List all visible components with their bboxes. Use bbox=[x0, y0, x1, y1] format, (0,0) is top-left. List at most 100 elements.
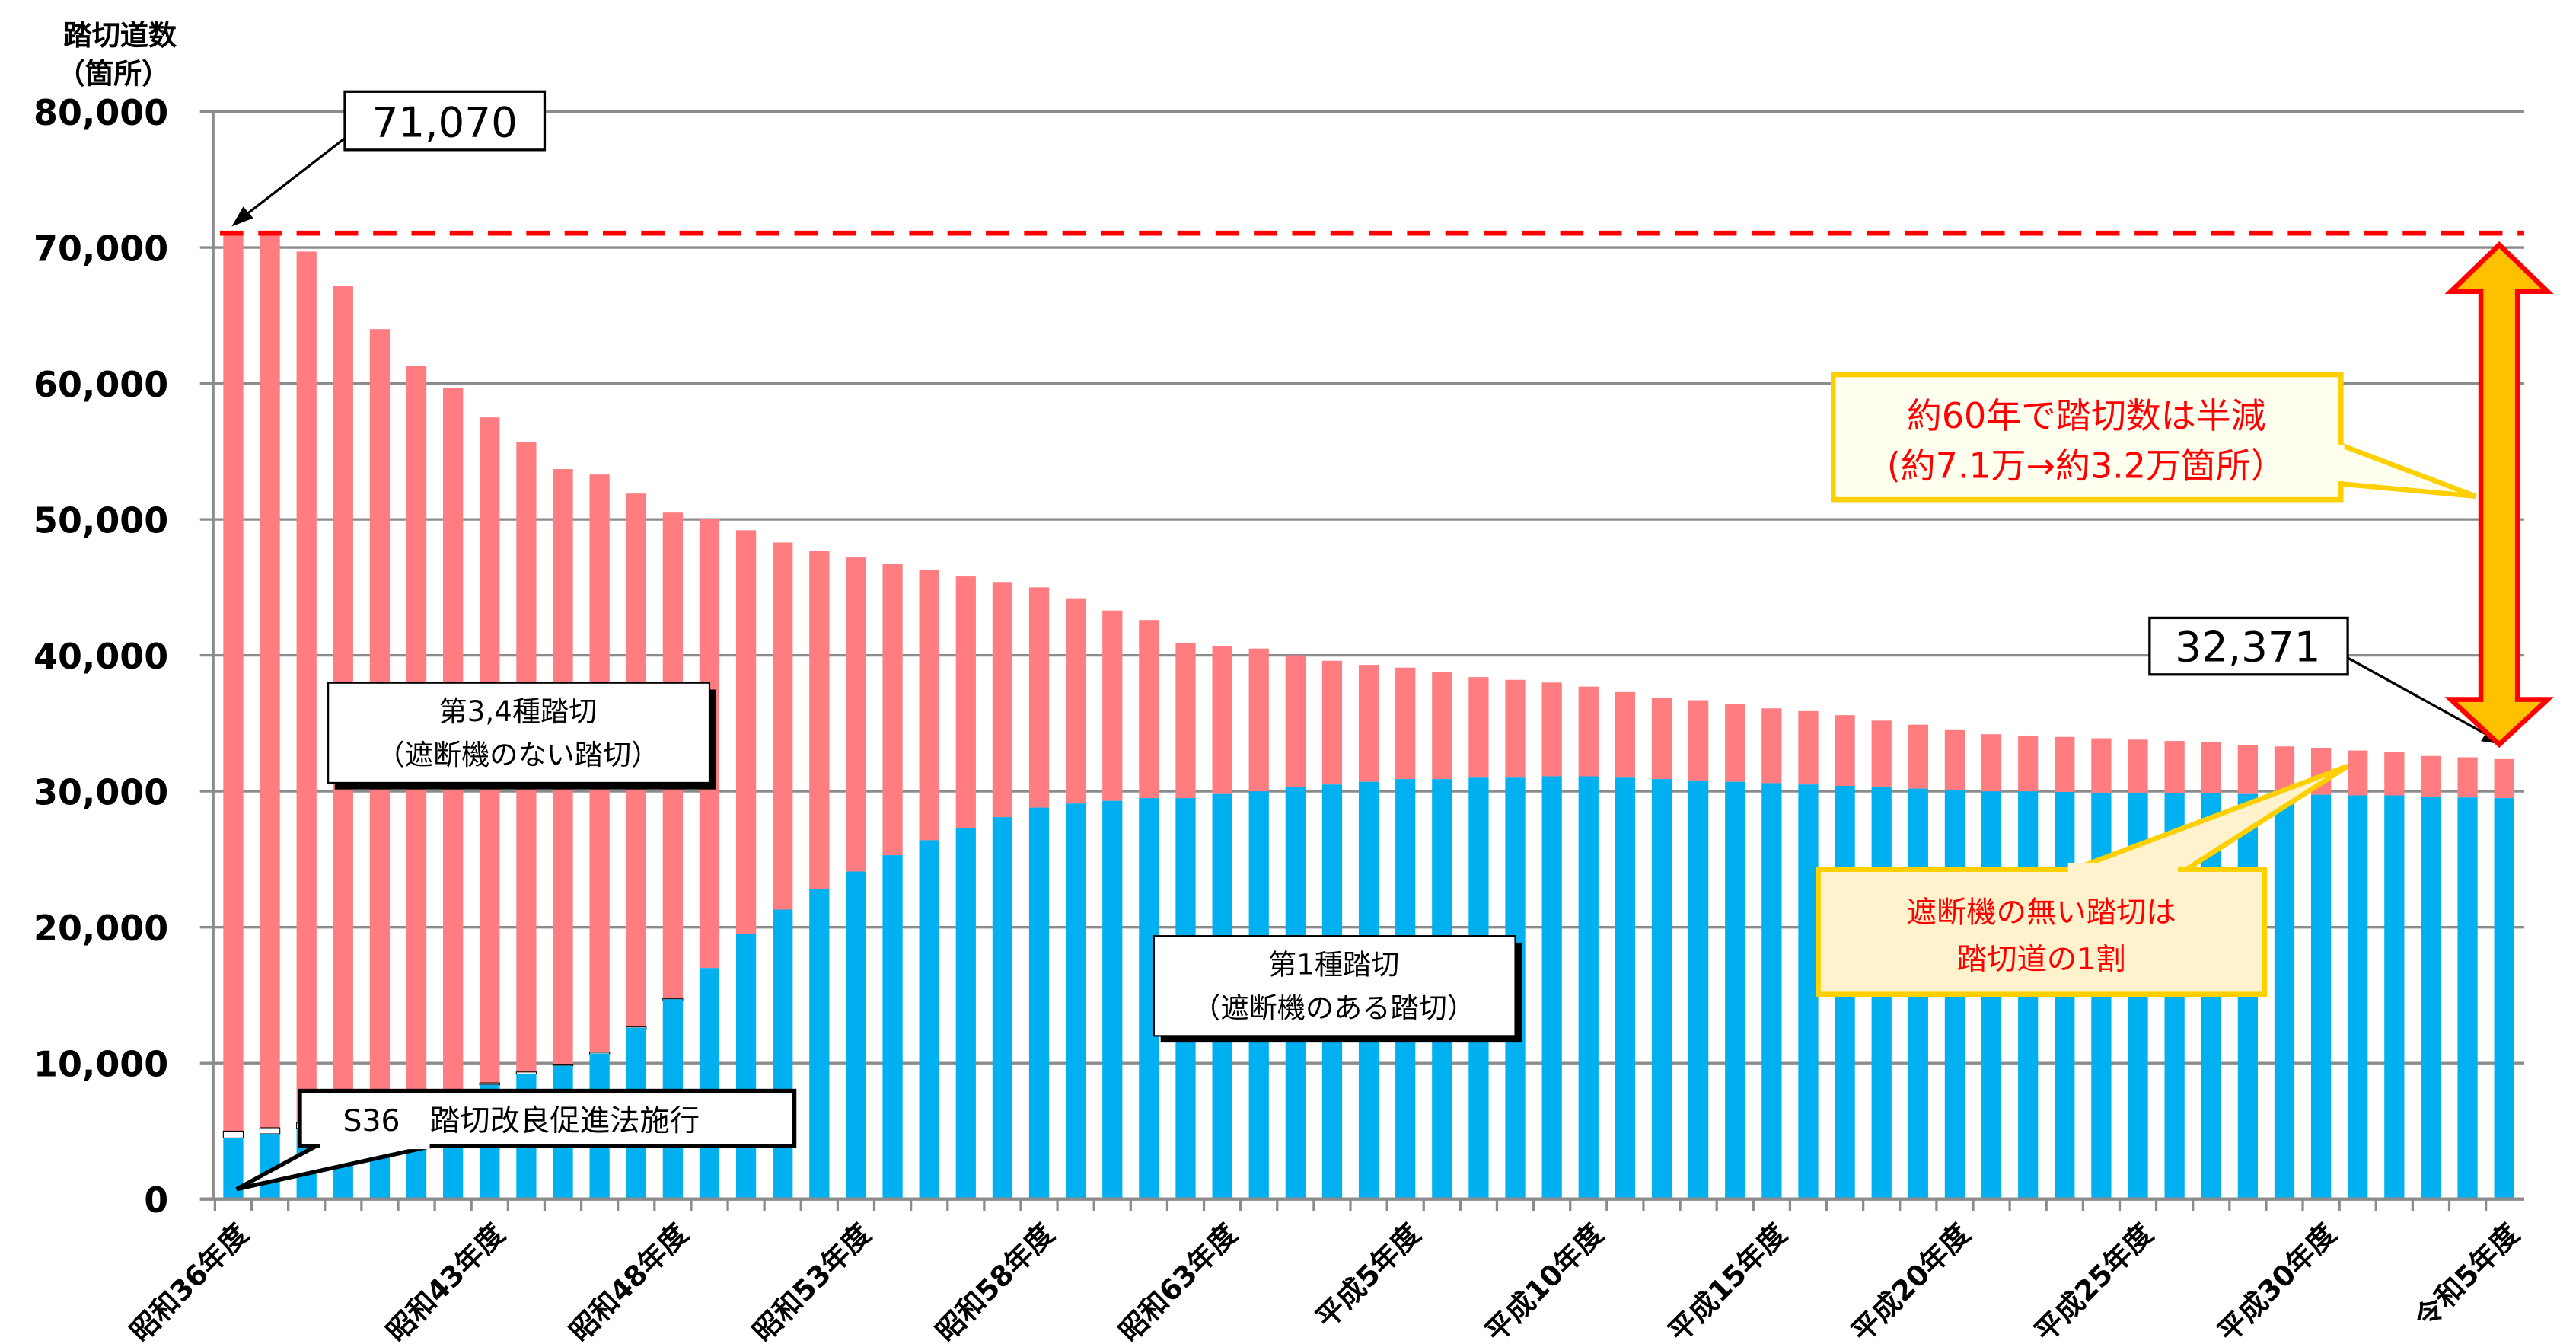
bar-type34 bbox=[2018, 735, 2039, 792]
bar-type34 bbox=[1908, 724, 1928, 789]
bar-type2 bbox=[552, 1064, 574, 1067]
bar-type2 bbox=[479, 1082, 500, 1086]
bar-type34 bbox=[1102, 610, 1123, 801]
y-tick-label: 50,000 bbox=[33, 500, 168, 541]
double-arrow-icon bbox=[2444, 241, 2554, 749]
bar-type34 bbox=[2164, 741, 2185, 793]
y-tick-label: 20,000 bbox=[33, 908, 168, 949]
bar-type1 bbox=[809, 889, 830, 1199]
bar-type1 bbox=[955, 828, 976, 1199]
end-value-label: 32,371 bbox=[2175, 622, 2320, 671]
y-tick-label: 0 bbox=[144, 1180, 168, 1221]
bar-type34 bbox=[1248, 648, 1269, 792]
type1-label-box bbox=[1153, 935, 1516, 1037]
bar-type1 bbox=[882, 855, 903, 1199]
bar-type34 bbox=[955, 576, 976, 828]
start-value-label: 71,070 bbox=[372, 97, 518, 146]
bar-type1 bbox=[2348, 795, 2368, 1199]
bar-type34 bbox=[2201, 742, 2221, 793]
bar-type34 bbox=[2348, 750, 2368, 796]
bar-type1 bbox=[1102, 800, 1123, 1199]
y-tick-label: 30,000 bbox=[33, 772, 168, 813]
bar-type34 bbox=[2457, 757, 2478, 798]
start-value-box bbox=[343, 90, 547, 152]
bar-type34 bbox=[919, 570, 939, 841]
bar-type1 bbox=[846, 871, 866, 1199]
bar-type1 bbox=[1066, 803, 1086, 1199]
type34-line2: （遮断機のない踏切） bbox=[377, 738, 660, 771]
bar-type1 bbox=[1798, 784, 1819, 1199]
bar-type2 bbox=[515, 1071, 537, 1075]
end-value-box bbox=[2148, 616, 2349, 676]
bar-type1 bbox=[1725, 781, 1745, 1199]
bar-type34 bbox=[1505, 679, 1526, 778]
bar-type34 bbox=[2421, 755, 2441, 797]
bar-type34 bbox=[1578, 686, 1599, 777]
bar-type34 bbox=[846, 557, 866, 872]
bar-type1 bbox=[1615, 777, 1636, 1199]
y-axis-unit: （箇所） bbox=[57, 56, 171, 90]
x-tick-label: 平成15年度 bbox=[1662, 1217, 1793, 1344]
bar-type34 bbox=[1285, 655, 1306, 787]
x-tick-label: 昭和63年度 bbox=[1112, 1217, 1244, 1344]
x-tick-label: 昭和43年度 bbox=[380, 1217, 512, 1344]
bar-type1 bbox=[2274, 793, 2295, 1199]
bar-type1 bbox=[1578, 776, 1599, 1199]
bar-type34 bbox=[1541, 682, 1562, 777]
bar-type34 bbox=[1468, 677, 1489, 778]
bar-type34 bbox=[1432, 672, 1452, 780]
bar-type1 bbox=[1688, 780, 1709, 1199]
bar-type34 bbox=[1761, 708, 1782, 784]
bar-type1 bbox=[2457, 797, 2478, 1199]
bar-type34 bbox=[809, 551, 830, 889]
x-tick-label: 令和5年度 bbox=[2408, 1217, 2526, 1335]
type34-line1: 第3,4種踏切 bbox=[439, 694, 598, 728]
y-tick-label: 70,000 bbox=[33, 228, 168, 270]
bar-type34 bbox=[1066, 598, 1086, 804]
x-tick-label: 平成5年度 bbox=[1309, 1217, 1427, 1335]
bar-type34 bbox=[735, 530, 757, 934]
bar-type34 bbox=[1688, 700, 1709, 781]
bar-type1 bbox=[1761, 783, 1782, 1199]
bar-type34 bbox=[1028, 587, 1050, 808]
halved-callout-pointer bbox=[2328, 437, 2477, 500]
x-tick-label: 昭和58年度 bbox=[929, 1217, 1060, 1344]
bar-type34 bbox=[1725, 704, 1745, 782]
bar-type2 bbox=[259, 1127, 281, 1135]
bar-type1 bbox=[2310, 794, 2332, 1199]
arrow-start bbox=[241, 137, 346, 219]
share-line2: 踏切道の1割 bbox=[1957, 942, 2126, 977]
arrowhead-icon bbox=[231, 206, 253, 227]
x-tick-label: 平成25年度 bbox=[2028, 1217, 2160, 1344]
bar-type34 bbox=[1139, 620, 1159, 799]
bar-type1 bbox=[992, 817, 1013, 1199]
bar-type34 bbox=[2055, 736, 2075, 793]
share-line1: 遮断機の無い踏切は bbox=[1907, 895, 2176, 931]
bar-type34 bbox=[1651, 697, 1672, 780]
y-tick-label: 40,000 bbox=[33, 636, 168, 677]
bar-type1 bbox=[699, 968, 720, 1199]
y-tick-label: 80,000 bbox=[33, 92, 168, 133]
bar-type34 bbox=[260, 235, 280, 1128]
x-tick-label: 平成30年度 bbox=[2211, 1217, 2343, 1344]
bar-type1 bbox=[1651, 779, 1672, 1199]
x-tick-label: 平成20年度 bbox=[1844, 1217, 1976, 1344]
bar-type34 bbox=[1212, 646, 1232, 794]
bar-type34 bbox=[1358, 665, 1379, 782]
bar-type34 bbox=[223, 232, 244, 1132]
halved-line1: 約60年で踏切数は半減 bbox=[1907, 395, 2266, 436]
y-tick-label: 60,000 bbox=[33, 364, 168, 405]
x-tick-label: 昭和53年度 bbox=[746, 1217, 878, 1344]
bar-type1 bbox=[2384, 795, 2405, 1199]
bar-type1 bbox=[1541, 776, 1562, 1199]
type1-line1: 第1種踏切 bbox=[1268, 947, 1399, 981]
bar-type34 bbox=[296, 251, 317, 1123]
bar-type1 bbox=[2494, 798, 2514, 1199]
bar-type34 bbox=[1615, 691, 1636, 778]
bar-type34 bbox=[1944, 729, 1965, 790]
bar-type34 bbox=[2384, 752, 2405, 796]
halved-line2: (約7.1万→約3.2万箇所） bbox=[1887, 445, 2286, 487]
law-callout-box bbox=[298, 1088, 797, 1148]
x-tick-label: 昭和36年度 bbox=[123, 1217, 255, 1344]
